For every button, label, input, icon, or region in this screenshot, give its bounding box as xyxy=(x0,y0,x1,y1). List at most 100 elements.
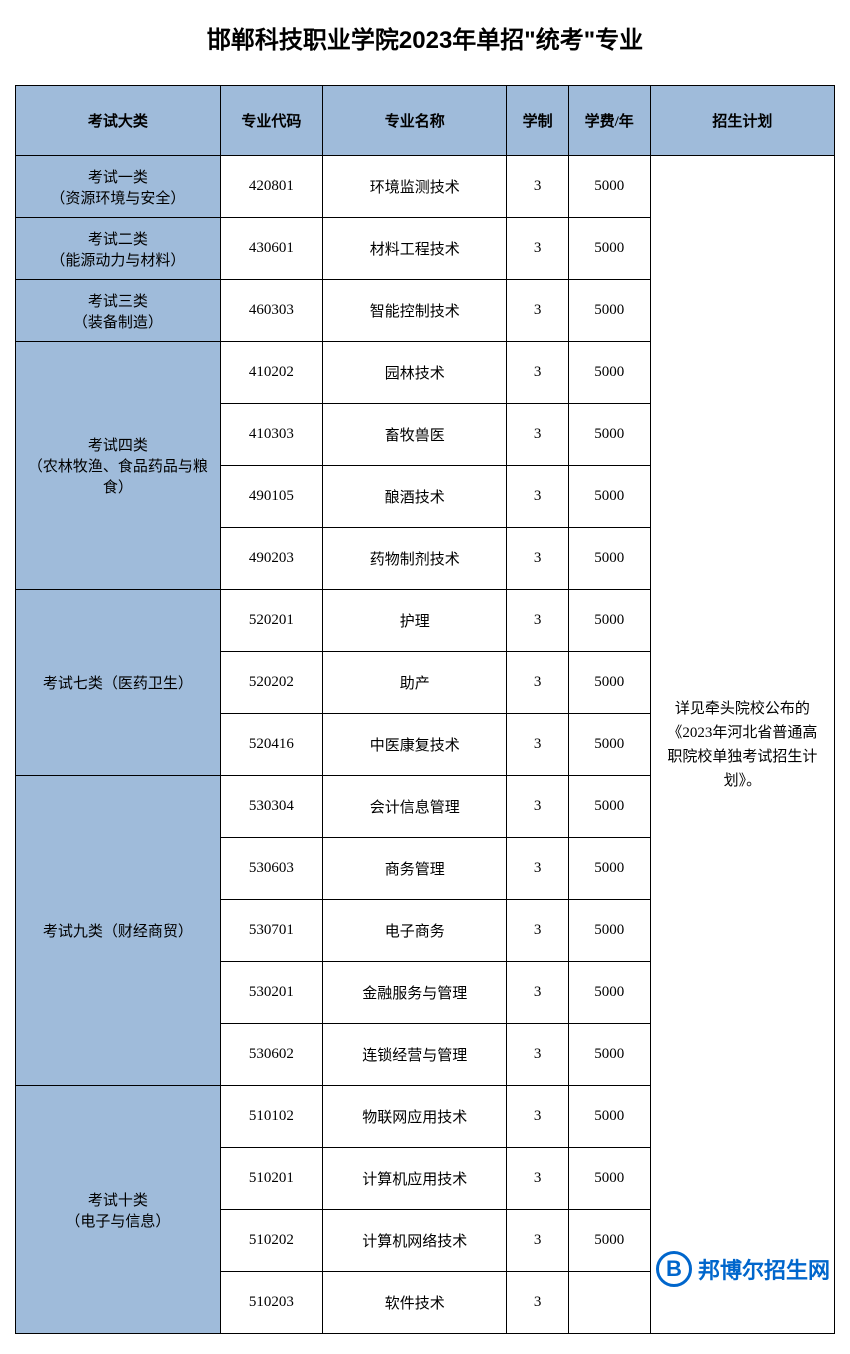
name-cell: 畜牧兽医 xyxy=(323,404,507,466)
name-cell: 计算机应用技术 xyxy=(323,1148,507,1210)
years-cell: 3 xyxy=(507,1272,568,1334)
fee-cell: 5000 xyxy=(568,218,650,280)
years-cell: 3 xyxy=(507,280,568,342)
code-cell: 520416 xyxy=(220,714,322,776)
majors-table: 考试大类 专业代码 专业名称 学制 学费/年 招生计划 考试一类（资源环境与安全… xyxy=(15,85,835,1334)
header-plan: 招生计划 xyxy=(650,86,834,156)
fee-cell: 5000 xyxy=(568,1210,650,1272)
years-cell: 3 xyxy=(507,342,568,404)
years-cell: 3 xyxy=(507,838,568,900)
name-cell: 电子商务 xyxy=(323,900,507,962)
fee-cell: 5000 xyxy=(568,652,650,714)
code-cell: 520201 xyxy=(220,590,322,652)
code-cell: 410303 xyxy=(220,404,322,466)
years-cell: 3 xyxy=(507,156,568,218)
code-cell: 490105 xyxy=(220,466,322,528)
years-cell: 3 xyxy=(507,1148,568,1210)
years-cell: 3 xyxy=(507,528,568,590)
table-row: 考试一类（资源环境与安全）420801环境监测技术35000详见牵头院校公布的《… xyxy=(16,156,835,218)
fee-cell: 5000 xyxy=(568,342,650,404)
code-cell: 530602 xyxy=(220,1024,322,1086)
years-cell: 3 xyxy=(507,466,568,528)
name-cell: 商务管理 xyxy=(323,838,507,900)
code-cell: 510203 xyxy=(220,1272,322,1334)
years-cell: 3 xyxy=(507,404,568,466)
fee-cell: 5000 xyxy=(568,156,650,218)
code-cell: 510102 xyxy=(220,1086,322,1148)
name-cell: 物联网应用技术 xyxy=(323,1086,507,1148)
category-cell: 考试十类（电子与信息） xyxy=(16,1086,221,1334)
years-cell: 3 xyxy=(507,1024,568,1086)
fee-cell: 5000 xyxy=(568,962,650,1024)
name-cell: 软件技术 xyxy=(323,1272,507,1334)
category-label-line1: 考试十类 xyxy=(20,1189,216,1210)
watermark-text: 邦博尔招生网 xyxy=(698,1253,830,1285)
years-cell: 3 xyxy=(507,1086,568,1148)
years-cell: 3 xyxy=(507,900,568,962)
fee-cell: 5000 xyxy=(568,714,650,776)
name-cell: 药物制剂技术 xyxy=(323,528,507,590)
years-cell: 3 xyxy=(507,714,568,776)
category-label-line2: （农林牧渔、食品药品与粮食） xyxy=(20,455,216,497)
years-cell: 3 xyxy=(507,962,568,1024)
years-cell: 3 xyxy=(507,776,568,838)
header-name: 专业名称 xyxy=(323,86,507,156)
code-cell: 430601 xyxy=(220,218,322,280)
code-cell: 510202 xyxy=(220,1210,322,1272)
category-label-line1: 考试四类 xyxy=(20,434,216,455)
code-cell: 530603 xyxy=(220,838,322,900)
fee-cell: 5000 xyxy=(568,1148,650,1210)
years-cell: 3 xyxy=(507,590,568,652)
code-cell: 530304 xyxy=(220,776,322,838)
name-cell: 护理 xyxy=(323,590,507,652)
name-cell: 助产 xyxy=(323,652,507,714)
name-cell: 计算机网络技术 xyxy=(323,1210,507,1272)
fee-cell: 5000 xyxy=(568,838,650,900)
code-cell: 530201 xyxy=(220,962,322,1024)
years-cell: 3 xyxy=(507,652,568,714)
header-years: 学制 xyxy=(507,86,568,156)
name-cell: 园林技术 xyxy=(323,342,507,404)
code-cell: 490203 xyxy=(220,528,322,590)
years-cell: 3 xyxy=(507,1210,568,1272)
category-label-line2: （电子与信息） xyxy=(20,1210,216,1231)
code-cell: 520202 xyxy=(220,652,322,714)
name-cell: 酿酒技术 xyxy=(323,466,507,528)
category-label-line2: （能源动力与材料） xyxy=(20,249,216,270)
category-label-line1: 考试二类 xyxy=(20,228,216,249)
plan-cell: 详见牵头院校公布的《2023年河北省普通高职院校单独考试招生计划》。 xyxy=(650,156,834,1334)
category-label-line1: 考试一类 xyxy=(20,166,216,187)
category-label-line1: 考试三类 xyxy=(20,290,216,311)
fee-cell: 5000 xyxy=(568,590,650,652)
name-cell: 中医康复技术 xyxy=(323,714,507,776)
category-label-line1: 考试七类（医药卫生） xyxy=(20,672,216,693)
category-label-line2: （资源环境与安全） xyxy=(20,187,216,208)
code-cell: 410202 xyxy=(220,342,322,404)
category-label-line2: （装备制造） xyxy=(20,311,216,332)
fee-cell: 5000 xyxy=(568,280,650,342)
table-header-row: 考试大类 专业代码 专业名称 学制 学费/年 招生计划 xyxy=(16,86,835,156)
fee-cell: 5000 xyxy=(568,1024,650,1086)
category-cell: 考试九类（财经商贸） xyxy=(16,776,221,1086)
category-cell: 考试二类（能源动力与材料） xyxy=(16,218,221,280)
watermark-icon: B xyxy=(656,1251,692,1287)
code-cell: 530701 xyxy=(220,900,322,962)
fee-cell: 5000 xyxy=(568,404,650,466)
fee-cell: 5000 xyxy=(568,466,650,528)
fee-cell: 5000 xyxy=(568,1086,650,1148)
header-code: 专业代码 xyxy=(220,86,322,156)
fee-cell: 5000 xyxy=(568,900,650,962)
code-cell: 510201 xyxy=(220,1148,322,1210)
name-cell: 智能控制技术 xyxy=(323,280,507,342)
code-cell: 420801 xyxy=(220,156,322,218)
years-cell: 3 xyxy=(507,218,568,280)
fee-cell: 5000 xyxy=(568,528,650,590)
category-label-line1: 考试九类（财经商贸） xyxy=(20,920,216,941)
watermark: B 邦博尔招生网 xyxy=(656,1251,830,1287)
category-cell: 考试四类（农林牧渔、食品药品与粮食） xyxy=(16,342,221,590)
name-cell: 材料工程技术 xyxy=(323,218,507,280)
name-cell: 环境监测技术 xyxy=(323,156,507,218)
name-cell: 连锁经营与管理 xyxy=(323,1024,507,1086)
code-cell: 460303 xyxy=(220,280,322,342)
fee-cell: 5000 xyxy=(568,776,650,838)
